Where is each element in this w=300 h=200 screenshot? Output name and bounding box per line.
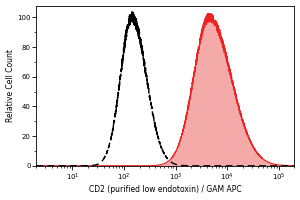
X-axis label: CD2 (purified low endotoxin) / GAM APC: CD2 (purified low endotoxin) / GAM APC — [89, 185, 242, 194]
Y-axis label: Relative Cell Count: Relative Cell Count — [6, 49, 15, 122]
